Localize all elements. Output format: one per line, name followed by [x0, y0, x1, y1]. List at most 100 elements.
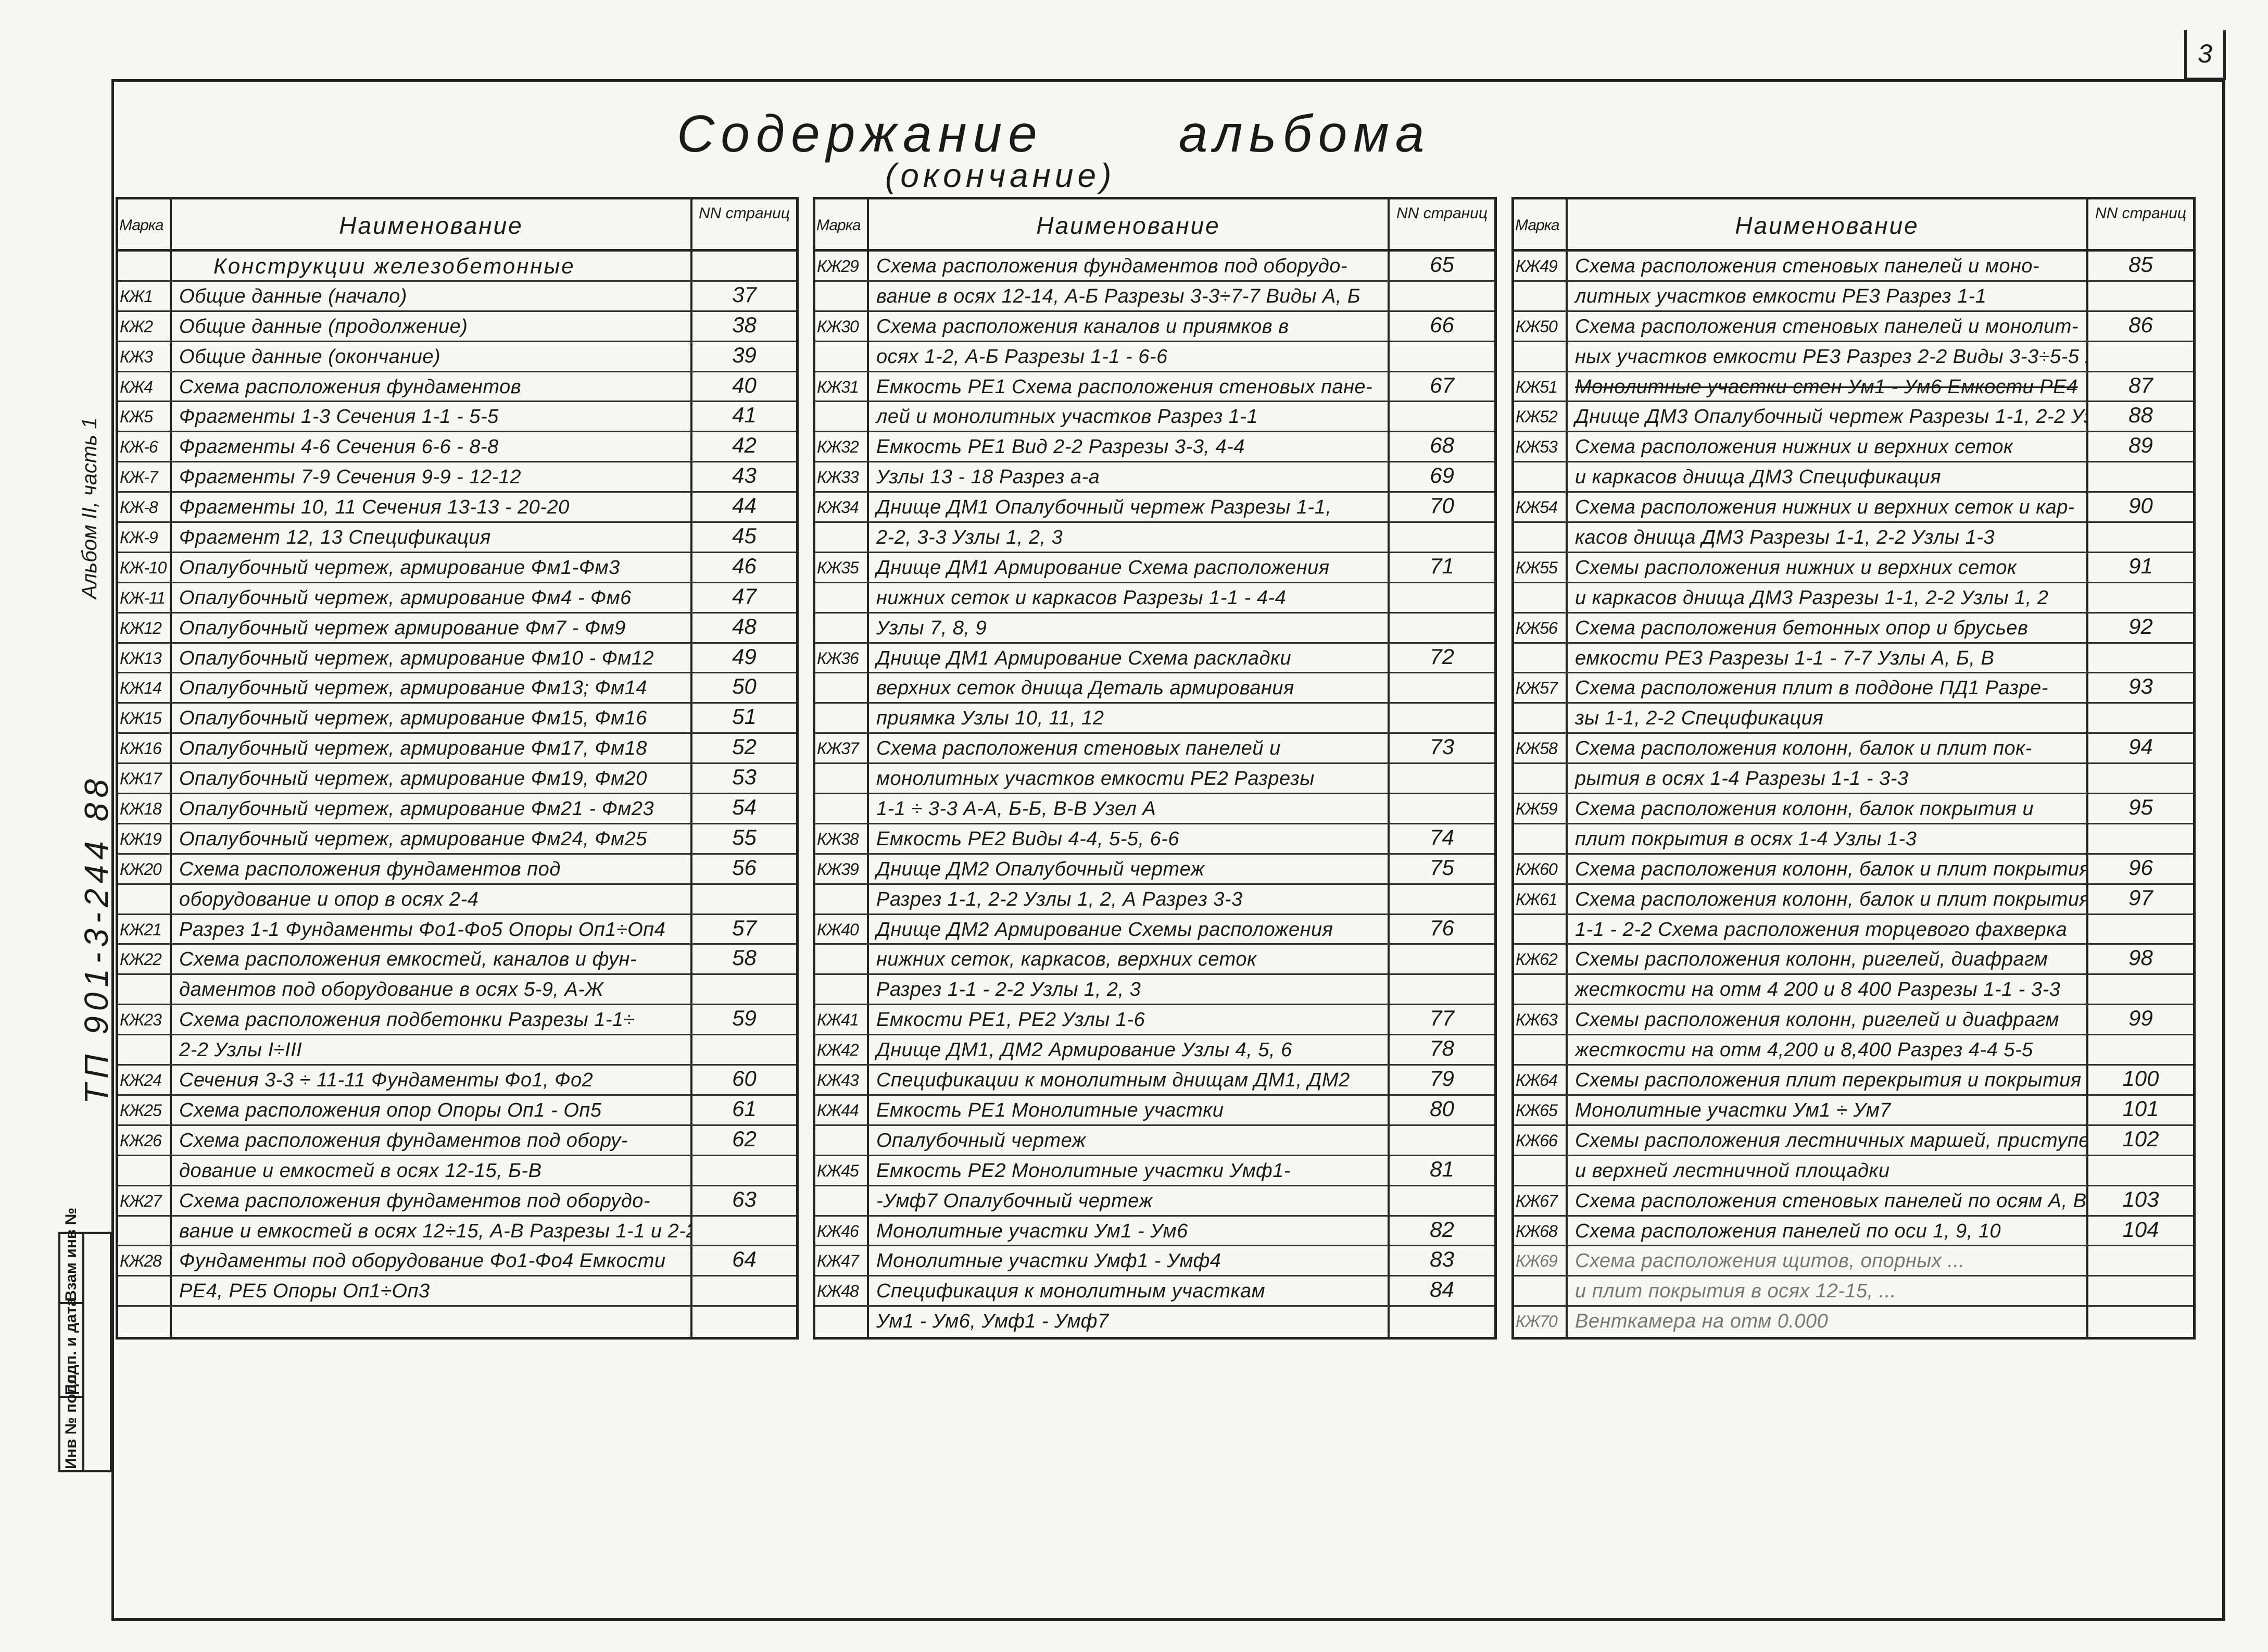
row-mark: КЖ64: [1514, 1066, 1568, 1094]
row-page: 90: [2128, 493, 2153, 518]
row-page: [2088, 1276, 2193, 1305]
row-page: [2088, 1246, 2193, 1275]
row-mark: КЖ51: [1514, 372, 1568, 401]
row-mark: КЖ-10: [118, 553, 172, 582]
row-page: [692, 885, 796, 913]
table-row: и каркасов днища ДМ3 Разрезы 1-1, 2-2 Уз…: [1514, 583, 2193, 614]
row-name: Схемы расположения лестничных маршей, пр…: [1568, 1125, 2088, 1155]
row-page: 91: [2128, 553, 2153, 578]
table-row: жесткости на отм 4 200 и 8 400 Разрезы 1…: [1514, 975, 2193, 1006]
table-row: -Умф7 Опалубочный чертеж: [815, 1186, 1494, 1217]
title-word-1: Содержание: [677, 105, 1043, 163]
row-name: Сечения 3-3 ÷ 11-11 Фундаменты Фо1, Фо2: [172, 1066, 692, 1094]
row-page: 83: [1430, 1247, 1454, 1272]
row-page: 48: [732, 614, 757, 639]
row-name: Конструкции железобетонные: [172, 252, 692, 280]
row-mark: [815, 794, 869, 823]
header-pages: NN страниц: [1396, 205, 1488, 222]
row-mark: [118, 1216, 172, 1245]
table-row: КЖ65 Монолитные участки Ум1 ÷ Ум7 101: [1514, 1095, 2193, 1126]
row-page: 49: [732, 644, 757, 669]
row-mark: КЖ70: [1514, 1307, 1568, 1337]
row-name: Общие данные (окончание): [172, 342, 692, 371]
row-mark: [815, 945, 869, 974]
row-name: Днище ДМ2 Армирование Схемы расположения: [869, 915, 1390, 944]
table-row: [118, 1307, 796, 1337]
row-page: [1390, 614, 1494, 642]
row-mark: КЖ67: [1514, 1186, 1568, 1215]
row-name: Схема расположения фундаментов под обору…: [869, 252, 1390, 280]
table-row: осях 1-2, А-Б Разрезы 1-1 - 6-6: [815, 342, 1494, 372]
row-mark: КЖ43: [815, 1066, 869, 1094]
row-name: Опалубочный чертеж армирование Фм7 - Фм9: [172, 613, 692, 642]
row-page: [1390, 975, 1494, 1004]
table-row: КЖ33 Узлы 13 - 18 Разрез а-а 69: [815, 462, 1494, 493]
row-page: 62: [732, 1126, 757, 1151]
contents-table-2: Марка Наименование NN страниц КЖ29 Схема рас…: [813, 197, 1497, 1340]
row-mark: КЖ36: [815, 643, 869, 672]
stamp-label: Инв № подл: [62, 1374, 80, 1469]
table-row: КЖ49 Схема расположения стеновых панелей …: [1514, 252, 2193, 282]
row-name: Опалубочный чертеж: [869, 1125, 1390, 1155]
table-row: рытия в осях 1-4 Разрезы 1-1 - 3-3: [1514, 764, 2193, 795]
row-mark: КЖ12: [118, 613, 172, 642]
row-name: и плит покрытия в осях 12-15, ...: [1568, 1276, 2088, 1306]
stamp-cell-sign-date: Подп. и дата: [60, 1298, 84, 1398]
table-row: КЖ48 Спецификация к монолитным участкам 84: [815, 1276, 1494, 1307]
row-mark: КЖ38: [815, 824, 869, 853]
table-row: нижних сеток, каркасов, верхних сеток: [815, 945, 1494, 975]
row-page: 99: [2128, 1006, 2153, 1031]
row-name: Фрагмент 12, 13 Спецификация: [172, 523, 692, 552]
row-name: литных участков емкости РЕ3 Разрез 1-1: [1568, 281, 2088, 310]
row-mark: КЖ33: [815, 462, 869, 492]
table-row: КЖ43 Спецификации к монолитным днищам ДМ1…: [815, 1066, 1494, 1096]
row-mark: [815, 281, 869, 310]
row-page: 101: [2122, 1096, 2159, 1121]
row-mark: [1514, 462, 1568, 492]
table-row: даментов под оборудование в осях 5-9, А-…: [118, 975, 796, 1006]
row-name: Схема расположения панелей по оси 1, 9, …: [1568, 1216, 2088, 1245]
row-mark: [815, 613, 869, 642]
table-row: КЖ21 Разрез 1-1 Фундаменты Фо1-Фо5 Опоры …: [118, 915, 796, 945]
row-page: [1390, 342, 1494, 371]
row-name: Фрагменты 1-3 Сечения 1-1 - 5-5: [172, 402, 692, 431]
table-row: КЖ27 Схема расположения фундаментов под о…: [118, 1186, 796, 1217]
table-header: Марка Наименование NN страниц: [118, 199, 796, 252]
row-page: 86: [2128, 312, 2153, 337]
row-page: 89: [2128, 433, 2153, 458]
row-name: Схема расположения каналов и приямков в: [869, 311, 1390, 341]
table-row: жесткости на отм 4,200 и 8,400 Разрез 4-…: [1514, 1035, 2193, 1066]
table-row: 2-2, 3-3 Узлы 1, 2, 3: [815, 523, 1494, 553]
row-mark: КЖ45: [815, 1156, 869, 1185]
table-row: КЖ-10 Опалубочный чертеж, армирование Фм1…: [118, 553, 796, 583]
row-name: Опалубочный чертеж, армирование Фм21 - Ф…: [172, 794, 692, 823]
table-row: КЖ-11 Опалубочный чертеж, армирование Фм4…: [118, 583, 796, 614]
row-page: 40: [732, 372, 757, 397]
row-name: Днище ДМ1 Опалубочный чертеж Разрезы 1-1…: [869, 493, 1390, 522]
row-mark: КЖ44: [815, 1095, 869, 1124]
row-page: [692, 252, 796, 280]
row-mark: КЖ18: [118, 794, 172, 823]
table-row: КЖ16 Опалубочный чертеж, армирование Фм17…: [118, 734, 796, 765]
row-page: 63: [732, 1186, 757, 1211]
header-name: Наименование: [172, 199, 692, 249]
row-name: Днище ДМ1, ДМ2 Армирование Узлы 4, 5, 6: [869, 1035, 1390, 1065]
row-page: [2088, 282, 2193, 310]
row-mark: [118, 1276, 172, 1306]
row-mark: КЖ59: [1514, 794, 1568, 823]
row-mark: КЖ13: [118, 643, 172, 672]
table-row: КЖ17 Опалубочный чертеж, армирование Фм19…: [118, 764, 796, 795]
table-row: КЖ68 Схема расположения панелей по оси 1,…: [1514, 1216, 2193, 1247]
table-row: вание и емкостей в осях 12÷15, А-В Разре…: [118, 1216, 796, 1247]
row-mark: [1514, 342, 1568, 371]
header-mark: Марка: [1514, 199, 1568, 249]
row-mark: КЖ53: [1514, 432, 1568, 461]
album-label: Альбом II, часть 1: [78, 417, 101, 599]
row-mark: КЖ15: [118, 704, 172, 733]
row-name: 2-2, 3-3 Узлы 1, 2, 3: [869, 523, 1390, 552]
row-mark: [1514, 583, 1568, 612]
row-page: [1390, 794, 1494, 823]
table-row: КЖ20 Схема расположения фундаментов под 56: [118, 854, 796, 885]
row-page: 58: [732, 945, 757, 970]
table-row: плит покрытия в осях 1-4 Узлы 1-3: [1514, 824, 2193, 855]
